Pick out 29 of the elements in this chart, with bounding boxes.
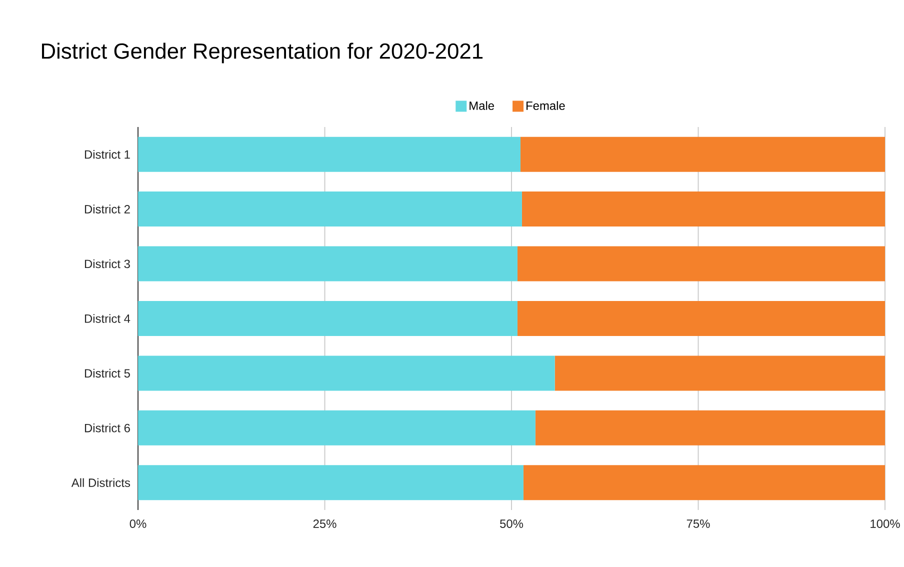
bar bbox=[138, 300, 518, 336]
bar bbox=[535, 410, 886, 446]
bar bbox=[522, 192, 886, 227]
legend-label: Female bbox=[526, 101, 565, 110]
x-tick-label: 100% bbox=[870, 520, 900, 528]
x-tick-label: 75% bbox=[686, 520, 710, 528]
bar bbox=[523, 465, 886, 500]
bar bbox=[517, 300, 886, 336]
x-tick-label: 25% bbox=[313, 520, 336, 528]
y-tick-label: District 4 bbox=[84, 314, 130, 323]
x-tick-label: 0% bbox=[130, 520, 146, 528]
bar bbox=[138, 410, 536, 446]
y-tick-label: District 3 bbox=[84, 259, 130, 268]
y-tick-label: District 5 bbox=[84, 368, 130, 378]
legend-label: Male bbox=[470, 101, 494, 110]
bar bbox=[138, 246, 518, 282]
y-tick-label: District 2 bbox=[84, 204, 130, 214]
bar bbox=[520, 136, 886, 172]
bar bbox=[138, 356, 555, 391]
bar bbox=[138, 136, 520, 172]
bar bbox=[554, 356, 886, 391]
bar bbox=[138, 192, 522, 227]
y-tick-label: District 6 bbox=[84, 424, 130, 432]
y-tick-label: All Districts bbox=[71, 478, 130, 488]
bar bbox=[138, 465, 524, 500]
bar bbox=[517, 246, 886, 282]
x-tick-label: 50% bbox=[500, 520, 524, 528]
chart-title: District Gender Representation for 2020-2021 bbox=[42, 42, 483, 64]
y-tick-label: District 1 bbox=[84, 150, 130, 159]
